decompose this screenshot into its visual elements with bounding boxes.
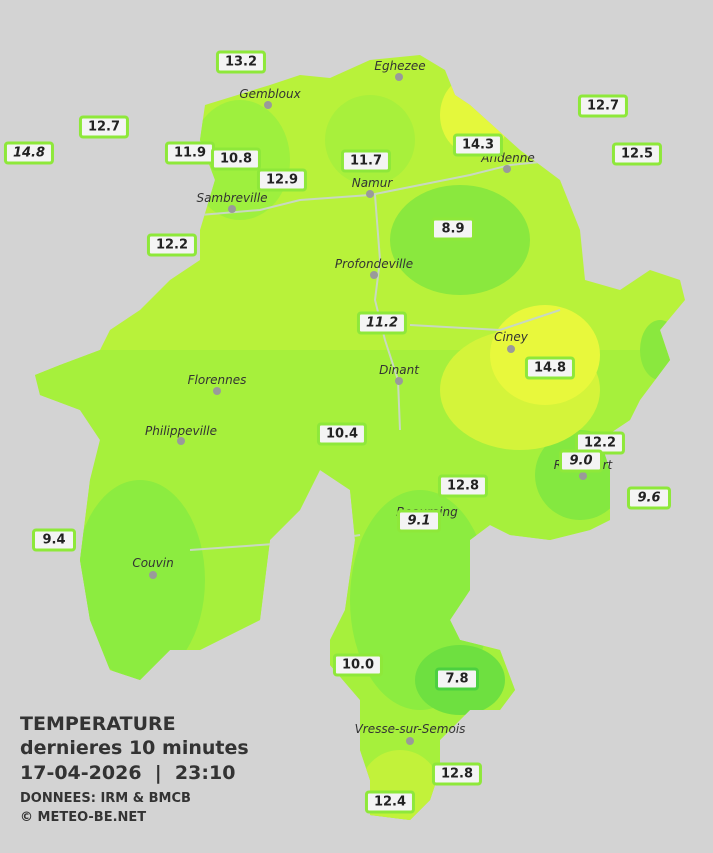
station-value: 14.8	[524, 356, 576, 380]
town-dot	[370, 271, 378, 279]
town-dot	[149, 571, 157, 579]
station-value: 13.2	[215, 50, 267, 74]
legend-title: TEMPERATURE	[20, 713, 176, 735]
town-dot	[213, 387, 221, 395]
station-value: 9.4	[32, 528, 76, 552]
legend-datetime: 17-04-2026 | 23:10	[20, 762, 236, 784]
town-label: Dinant	[379, 363, 419, 377]
station-value: 9.0	[559, 449, 603, 473]
town-label: Couvin	[132, 556, 174, 570]
station-value: 7.8	[435, 667, 479, 691]
town-dot	[395, 377, 403, 385]
town-label: Florennes	[187, 373, 247, 387]
station-value: 10.0	[332, 653, 384, 677]
town-dot	[264, 101, 272, 109]
legend-subtitle: dernieres 10 minutes	[20, 737, 249, 759]
station-value: 12.5	[611, 142, 663, 166]
town-label: Gembloux	[239, 87, 301, 101]
town-label: Vresse-sur-Semois	[354, 722, 466, 736]
station-value: 11.7	[340, 149, 392, 173]
station-value: 11.2	[356, 311, 408, 335]
station-value: 11.9	[164, 141, 216, 165]
town-dot	[503, 165, 511, 173]
station-value: 12.7	[78, 115, 130, 139]
legend-copyright: © METEO-BE.NET	[20, 810, 147, 825]
town-label: Philippeville	[145, 424, 217, 438]
town-dot	[507, 345, 515, 353]
station-value: 14.8	[3, 141, 55, 165]
town-dot	[395, 73, 403, 81]
town-dot	[406, 737, 414, 745]
town-dot	[366, 190, 374, 198]
station-value: 12.4	[364, 790, 416, 814]
station-value: 12.2	[574, 431, 626, 455]
station-value: 12.8	[431, 762, 483, 786]
town-dot	[228, 205, 236, 213]
station-value: 9.1	[397, 509, 441, 533]
station-value: 10.8	[210, 147, 262, 171]
legend-source: DONNEES: IRM & BMCB	[20, 791, 191, 806]
town-label: Sambreville	[196, 191, 268, 205]
station-value: 12.2	[146, 233, 198, 257]
town-label: Namur	[351, 176, 393, 190]
town-label: Ciney	[494, 330, 528, 344]
town-label: Eghezee	[374, 59, 426, 73]
station-value: 12.7	[577, 94, 629, 118]
town-dot	[177, 437, 185, 445]
station-value: 12.9	[256, 168, 308, 192]
station-value: 9.6	[627, 486, 671, 510]
station-value: 10.4	[316, 422, 368, 446]
town-dot	[579, 472, 587, 480]
station-value: 14.3	[452, 133, 504, 157]
town-label: Profondeville	[334, 257, 414, 271]
station-value: 8.9	[431, 217, 475, 241]
station-value: 12.8	[437, 474, 489, 498]
